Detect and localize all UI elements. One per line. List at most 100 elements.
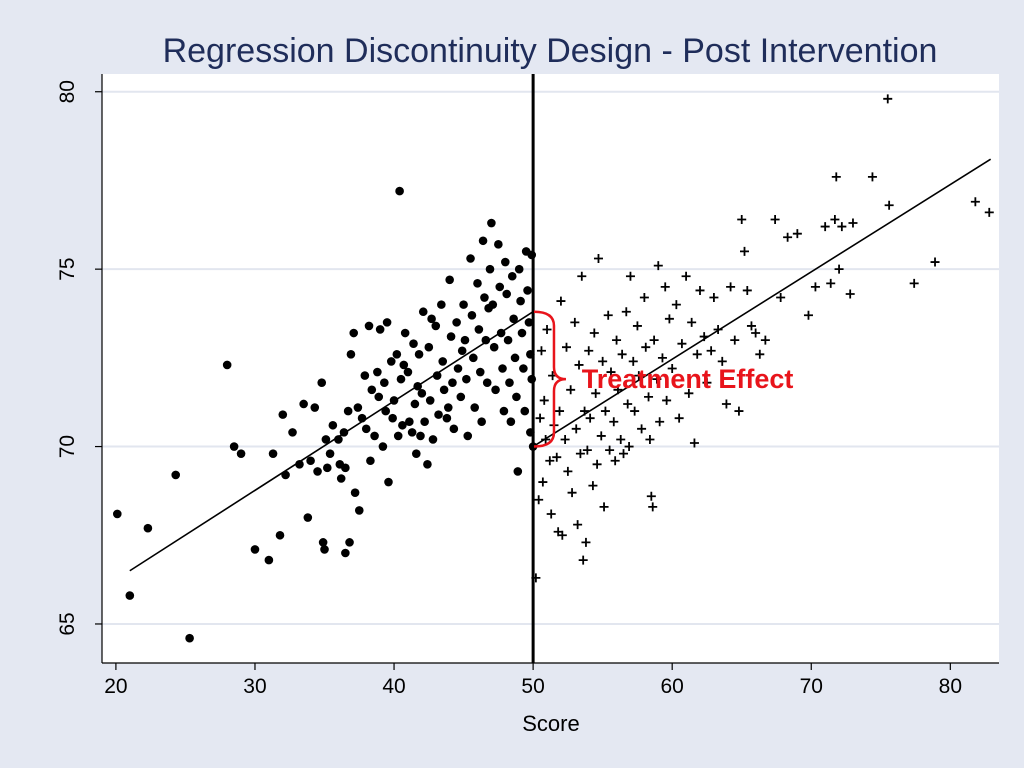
data-point-control (507, 271, 517, 281)
data-point-control (322, 463, 332, 473)
data-point-control (431, 321, 441, 331)
data-point-treatment (826, 278, 836, 288)
data-point-control (506, 417, 516, 427)
data-point-control (526, 428, 535, 437)
data-point-treatment (687, 317, 697, 327)
data-point-control (505, 378, 514, 387)
data-point-treatment (612, 335, 622, 345)
data-point-treatment (574, 360, 584, 370)
data-point-treatment (674, 413, 684, 423)
data-point-treatment (589, 328, 599, 338)
data-point-control (439, 385, 449, 395)
data-point-control (437, 300, 446, 309)
data-point-control (386, 357, 396, 366)
data-point-treatment (667, 364, 677, 373)
data-point-control (388, 413, 397, 423)
data-point-control (474, 325, 484, 334)
data-point-treatment (603, 310, 613, 320)
data-point-control (341, 463, 350, 473)
data-point-treatment (652, 374, 662, 384)
data-point-treatment (702, 378, 712, 388)
data-point-treatment (984, 207, 994, 217)
data-point-control (469, 353, 478, 363)
data-point-control (417, 389, 427, 398)
data-point-treatment (677, 339, 687, 349)
data-point-control (321, 435, 331, 444)
x-axis-label: Score (522, 711, 579, 736)
data-point-control (449, 424, 459, 434)
data-point-control (494, 240, 503, 249)
data-point-control (236, 449, 246, 458)
data-point-control (384, 477, 393, 487)
data-point-control (403, 367, 413, 377)
data-point-treatment (848, 218, 858, 228)
data-point-control (288, 428, 297, 437)
plot-area (102, 74, 999, 663)
data-point-treatment (770, 214, 780, 224)
data-point-control (514, 264, 524, 274)
data-point-control (374, 392, 384, 402)
data-point-control (409, 339, 418, 348)
data-point-control (482, 378, 492, 387)
data-point-treatment (792, 229, 802, 239)
data-point-control (264, 555, 274, 565)
data-point-control (516, 296, 525, 306)
data-point-treatment (737, 214, 747, 224)
data-point-control (398, 420, 407, 430)
data-point-control (378, 442, 388, 451)
chart-title: Regression Discontinuity Design - Post I… (163, 32, 938, 70)
data-point-control (481, 335, 491, 345)
data-point-treatment (584, 346, 594, 356)
data-point-control (513, 467, 523, 476)
data-point-control (250, 545, 260, 554)
data-point-treatment (671, 300, 681, 310)
data-point-treatment (776, 293, 786, 303)
data-point-treatment (692, 349, 702, 359)
data-point-treatment (649, 335, 659, 345)
y-tick-label: 75 (56, 257, 79, 280)
data-point-control (524, 318, 534, 327)
data-point-treatment (634, 371, 644, 381)
data-point-treatment (909, 278, 919, 288)
data-point-control (375, 325, 385, 334)
data-point-treatment (591, 388, 601, 398)
data-point-control (445, 275, 454, 285)
data-point-control (428, 435, 438, 444)
data-point-control (443, 403, 453, 412)
data-point-treatment (662, 395, 672, 405)
data-point-control (313, 467, 322, 476)
data-point-control (125, 591, 135, 600)
data-point-control (325, 449, 335, 458)
data-point-treatment (726, 282, 736, 292)
data-point-control (400, 328, 410, 338)
data-point-treatment (681, 271, 691, 281)
data-point-control (336, 474, 346, 483)
data-point-control (361, 424, 371, 434)
data-point-treatment (534, 495, 544, 505)
data-point-control (442, 413, 452, 423)
data-point-treatment (653, 261, 663, 271)
data-point-control (489, 342, 499, 352)
data-point-treatment (605, 445, 615, 455)
data-point-treatment (596, 431, 606, 441)
data-point-control (381, 406, 391, 416)
data-point-treatment (560, 434, 570, 444)
data-point-control (299, 399, 308, 409)
data-point-control (143, 523, 153, 533)
data-point-treatment (730, 335, 740, 345)
data-point-control (407, 428, 417, 437)
data-point-control (320, 545, 329, 554)
data-point-control (452, 318, 461, 327)
data-point-treatment (538, 477, 548, 487)
data-point-control (491, 385, 500, 395)
data-point-treatment (655, 417, 665, 427)
data-point-treatment (531, 573, 541, 583)
data-point-treatment (598, 356, 608, 366)
data-point-control (478, 236, 488, 246)
data-point-control (498, 364, 507, 373)
data-point-control (341, 548, 350, 558)
data-point-treatment (542, 324, 552, 334)
data-point-control (457, 346, 467, 356)
data-point-treatment (803, 310, 813, 320)
data-point-control (446, 332, 456, 341)
